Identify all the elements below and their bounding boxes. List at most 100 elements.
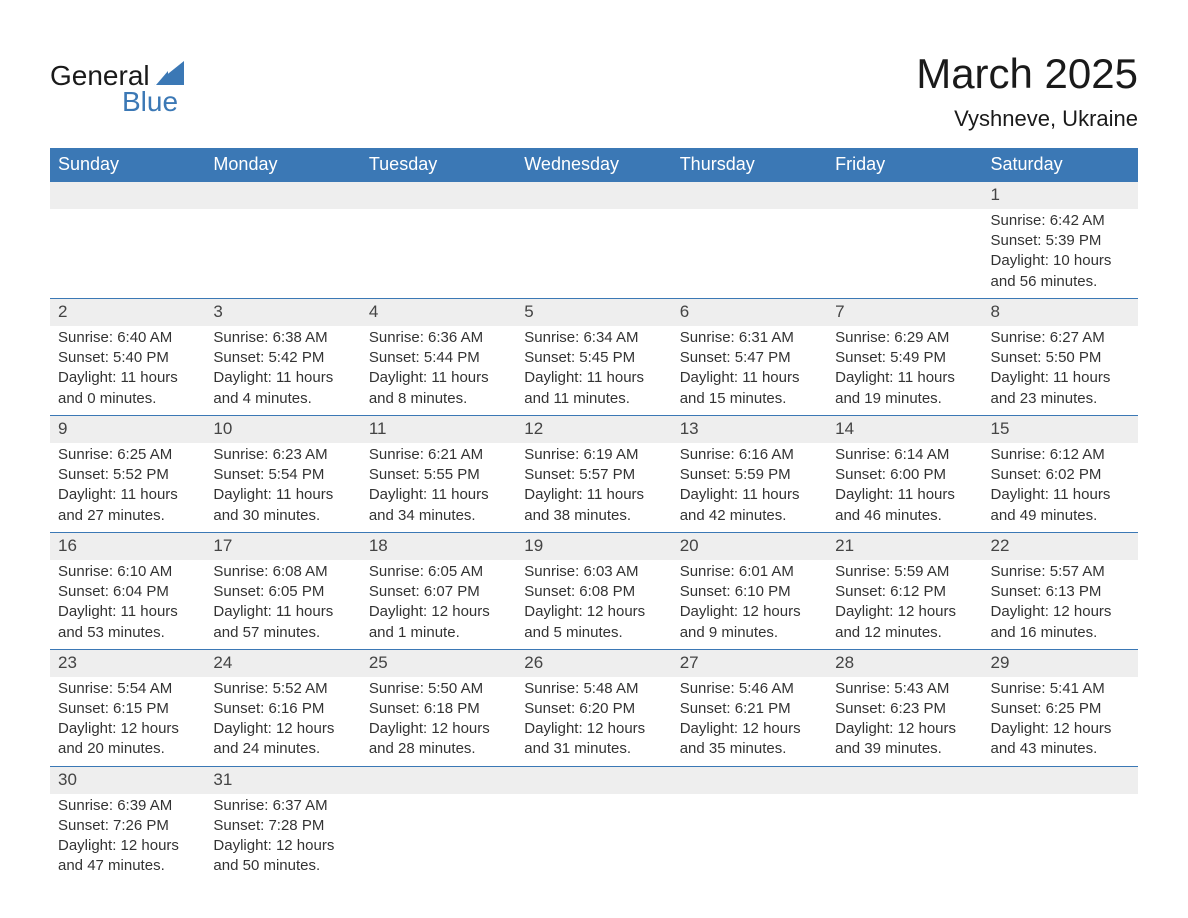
sunrise-text: Sunrise: 5:59 AM: [835, 562, 974, 582]
day-number-cell: 23: [50, 649, 205, 676]
daylight-text: Daylight: 11 hours and 34 minutes.: [369, 485, 508, 526]
day-number-cell: 12: [516, 415, 671, 442]
day-content-cell: Sunrise: 6:38 AMSunset: 5:42 PMDaylight:…: [205, 326, 360, 416]
day-number: [205, 182, 360, 186]
day-content-cell: Sunrise: 5:52 AMSunset: 6:16 PMDaylight:…: [205, 677, 360, 767]
daylight-text: Daylight: 11 hours and 30 minutes.: [213, 485, 352, 526]
day-number: 15: [983, 416, 1138, 443]
sunrise-text: Sunrise: 6:36 AM: [369, 328, 508, 348]
daylight-text: Daylight: 12 hours and 50 minutes.: [213, 836, 352, 877]
sunrise-text: Sunrise: 6:14 AM: [835, 445, 974, 465]
day-content: [361, 209, 516, 217]
day-content: Sunrise: 6:12 AMSunset: 6:02 PMDaylight:…: [983, 443, 1138, 532]
day-number: 18: [361, 533, 516, 560]
day-content: Sunrise: 6:10 AMSunset: 6:04 PMDaylight:…: [50, 560, 205, 649]
weekday-header: Wednesday: [516, 148, 671, 182]
sunset-text: Sunset: 6:15 PM: [58, 699, 197, 719]
sunrise-text: Sunrise: 6:01 AM: [680, 562, 819, 582]
sunset-text: Sunset: 6:20 PM: [524, 699, 663, 719]
day-content-cell: [827, 794, 982, 883]
sunrise-text: Sunrise: 6:40 AM: [58, 328, 197, 348]
day-content-cell: [361, 209, 516, 299]
daylight-text: Daylight: 12 hours and 9 minutes.: [680, 602, 819, 643]
sunset-text: Sunset: 6:02 PM: [991, 465, 1130, 485]
day-content-cell: [516, 209, 671, 299]
day-content-cell: Sunrise: 5:50 AMSunset: 6:18 PMDaylight:…: [361, 677, 516, 767]
day-content: Sunrise: 6:42 AMSunset: 5:39 PMDaylight:…: [983, 209, 1138, 298]
day-content: Sunrise: 6:37 AMSunset: 7:28 PMDaylight:…: [205, 794, 360, 883]
day-content-cell: Sunrise: 6:05 AMSunset: 6:07 PMDaylight:…: [361, 560, 516, 650]
day-content: Sunrise: 5:46 AMSunset: 6:21 PMDaylight:…: [672, 677, 827, 766]
sunrise-text: Sunrise: 5:41 AM: [991, 679, 1130, 699]
day-number-cell: 3: [205, 298, 360, 325]
day-number-cell: [983, 766, 1138, 793]
calendar-table: Sunday Monday Tuesday Wednesday Thursday…: [50, 148, 1138, 883]
day-number: 12: [516, 416, 671, 443]
page-header: General Blue March 2025 Vyshneve, Ukrain…: [50, 50, 1138, 132]
day-content: Sunrise: 5:48 AMSunset: 6:20 PMDaylight:…: [516, 677, 671, 766]
day-content-cell: Sunrise: 5:54 AMSunset: 6:15 PMDaylight:…: [50, 677, 205, 767]
day-content: Sunrise: 6:29 AMSunset: 5:49 PMDaylight:…: [827, 326, 982, 415]
logo-text-blue: Blue: [50, 86, 184, 118]
sunset-text: Sunset: 6:21 PM: [680, 699, 819, 719]
sunset-text: Sunset: 7:28 PM: [213, 816, 352, 836]
weekday-header: Sunday: [50, 148, 205, 182]
sunset-text: Sunset: 6:08 PM: [524, 582, 663, 602]
day-number-cell: 16: [50, 532, 205, 559]
day-number: 23: [50, 650, 205, 677]
day-number: 14: [827, 416, 982, 443]
daylight-text: Daylight: 12 hours and 20 minutes.: [58, 719, 197, 760]
sunrise-text: Sunrise: 5:54 AM: [58, 679, 197, 699]
day-number-cell: 14: [827, 415, 982, 442]
daylight-text: Daylight: 11 hours and 27 minutes.: [58, 485, 197, 526]
day-content-cell: Sunrise: 6:14 AMSunset: 6:00 PMDaylight:…: [827, 443, 982, 533]
day-number-cell: 13: [672, 415, 827, 442]
day-number: 29: [983, 650, 1138, 677]
day-content-row: Sunrise: 6:39 AMSunset: 7:26 PMDaylight:…: [50, 794, 1138, 883]
day-content: Sunrise: 6:21 AMSunset: 5:55 PMDaylight:…: [361, 443, 516, 532]
day-number-cell: [827, 766, 982, 793]
day-number-cell: 8: [983, 298, 1138, 325]
day-content-cell: Sunrise: 6:27 AMSunset: 5:50 PMDaylight:…: [983, 326, 1138, 416]
sunrise-text: Sunrise: 6:27 AM: [991, 328, 1130, 348]
sunset-text: Sunset: 5:44 PM: [369, 348, 508, 368]
day-content-cell: [827, 209, 982, 299]
day-number-cell: 15: [983, 415, 1138, 442]
day-content: [827, 209, 982, 217]
day-content-row: Sunrise: 6:40 AMSunset: 5:40 PMDaylight:…: [50, 326, 1138, 416]
sunrise-text: Sunrise: 6:29 AM: [835, 328, 974, 348]
day-content-cell: Sunrise: 6:23 AMSunset: 5:54 PMDaylight:…: [205, 443, 360, 533]
sunrise-text: Sunrise: 6:19 AM: [524, 445, 663, 465]
day-number: 13: [672, 416, 827, 443]
weekday-header: Tuesday: [361, 148, 516, 182]
daylight-text: Daylight: 11 hours and 8 minutes.: [369, 368, 508, 409]
day-content-cell: Sunrise: 5:43 AMSunset: 6:23 PMDaylight:…: [827, 677, 982, 767]
day-number-cell: 27: [672, 649, 827, 676]
sunset-text: Sunset: 5:47 PM: [680, 348, 819, 368]
day-content-cell: Sunrise: 5:41 AMSunset: 6:25 PMDaylight:…: [983, 677, 1138, 767]
sunset-text: Sunset: 6:23 PM: [835, 699, 974, 719]
day-number: [361, 182, 516, 186]
day-content-cell: Sunrise: 6:40 AMSunset: 5:40 PMDaylight:…: [50, 326, 205, 416]
sunset-text: Sunset: 6:00 PM: [835, 465, 974, 485]
day-number-cell: [361, 182, 516, 209]
day-number: 11: [361, 416, 516, 443]
sunrise-text: Sunrise: 6:03 AM: [524, 562, 663, 582]
day-content-cell: Sunrise: 6:19 AMSunset: 5:57 PMDaylight:…: [516, 443, 671, 533]
day-content: Sunrise: 6:40 AMSunset: 5:40 PMDaylight:…: [50, 326, 205, 415]
day-number-cell: 20: [672, 532, 827, 559]
day-content-cell: Sunrise: 6:42 AMSunset: 5:39 PMDaylight:…: [983, 209, 1138, 299]
calendar-page: General Blue March 2025 Vyshneve, Ukrain…: [0, 0, 1188, 918]
day-content: Sunrise: 5:57 AMSunset: 6:13 PMDaylight:…: [983, 560, 1138, 649]
sunrise-text: Sunrise: 6:12 AM: [991, 445, 1130, 465]
day-content-cell: Sunrise: 6:21 AMSunset: 5:55 PMDaylight:…: [361, 443, 516, 533]
sunrise-text: Sunrise: 6:42 AM: [991, 211, 1130, 231]
day-content-cell: Sunrise: 6:29 AMSunset: 5:49 PMDaylight:…: [827, 326, 982, 416]
daylight-text: Daylight: 12 hours and 39 minutes.: [835, 719, 974, 760]
day-content-cell: Sunrise: 6:36 AMSunset: 5:44 PMDaylight:…: [361, 326, 516, 416]
day-number-cell: 19: [516, 532, 671, 559]
day-number-cell: 9: [50, 415, 205, 442]
day-number-cell: 2: [50, 298, 205, 325]
daylight-text: Daylight: 12 hours and 28 minutes.: [369, 719, 508, 760]
daylight-text: Daylight: 12 hours and 31 minutes.: [524, 719, 663, 760]
